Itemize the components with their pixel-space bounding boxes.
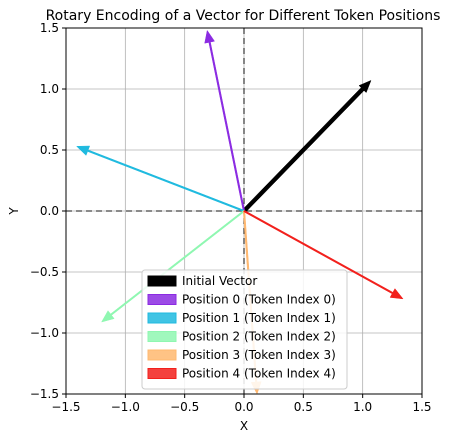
x-tick-label: 0.5: [294, 400, 313, 414]
y-axis-label: Y: [7, 207, 21, 216]
legend-box: [141, 269, 348, 390]
legend-swatch: [147, 368, 177, 379]
x-tick-label: 1.5: [412, 400, 431, 414]
chart-title: Rotary Encoding of a Vector for Differen…: [46, 8, 441, 24]
y-axis-ticks: −1.5 −1.0 −0.5 0.0 0.5 1.0 1.5: [30, 21, 66, 401]
y-tick-label: 1.5: [40, 21, 59, 35]
y-tick-label: 0.0: [40, 204, 59, 218]
x-tick-label: 1.0: [353, 400, 372, 414]
y-tick-label: 1.0: [40, 82, 59, 96]
vector-arrow-2: [76, 145, 245, 213]
y-tick-label: −0.5: [30, 265, 59, 279]
x-axis-label: X: [240, 419, 248, 433]
x-tick-label: −1.0: [111, 400, 140, 414]
y-tick-label: −1.5: [30, 387, 59, 401]
legend-entry: Position 0 (Token Index 0): [182, 293, 336, 307]
legend-entry: Position 4 (Token Index 4): [182, 367, 336, 381]
legend-swatch: [147, 331, 177, 342]
legend-entry: Position 2 (Token Index 2): [182, 330, 336, 344]
legend-swatch: [147, 275, 177, 287]
vector-arrow-3: [101, 210, 245, 323]
legend-swatch: [147, 312, 177, 324]
x-tick-label: −1.5: [51, 400, 80, 414]
legend-entry: Position 3 (Token Index 3): [182, 348, 336, 362]
vector-arrow-0: [242, 79, 372, 213]
legend-entry: Initial Vector: [182, 274, 257, 288]
x-axis-ticks: −1.5 −1.0 −0.5 0.0 0.5 1.0 1.5: [51, 394, 432, 414]
x-tick-label: −0.5: [170, 400, 199, 414]
vector-arrow-1: [204, 29, 246, 212]
legend: Initial Vector Position 0 (Token Index 0)…: [141, 269, 348, 390]
vector-arrow-5: [243, 209, 404, 300]
legend-swatch: [147, 294, 177, 305]
y-tick-label: −1.0: [30, 326, 59, 340]
x-tick-label: 0.0: [234, 400, 253, 414]
legend-swatch: [147, 349, 177, 361]
y-tick-label: 0.5: [40, 143, 59, 157]
legend-entry: Position 1 (Token Index 1): [182, 311, 336, 325]
